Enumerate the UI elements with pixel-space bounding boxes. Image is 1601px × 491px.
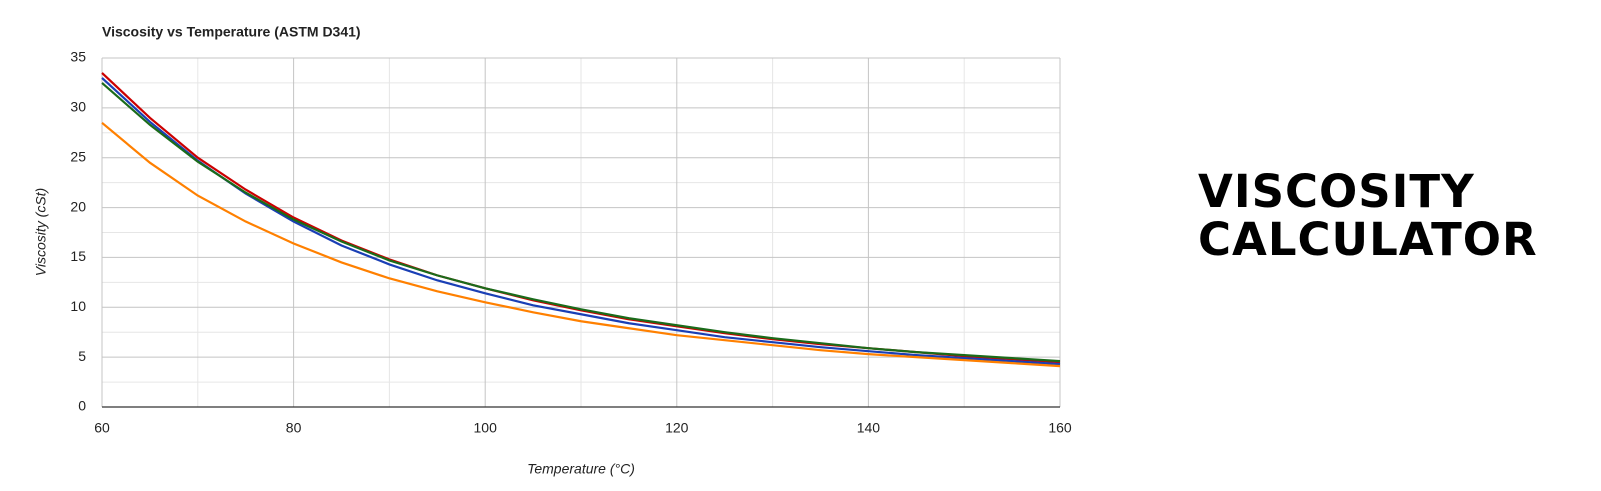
y-tick-label: 10 [70, 298, 86, 314]
x-tick-label: 120 [665, 420, 689, 436]
y-tick-label: 0 [78, 398, 86, 414]
chart-title: Viscosity vs Temperature (ASTM D341) [102, 24, 361, 40]
y-tick-label: 30 [70, 99, 86, 115]
y-tick-label: 15 [70, 248, 86, 264]
x-tick-label: 60 [94, 420, 110, 436]
x-tick-label: 140 [857, 420, 881, 436]
x-axis-title: Temperature (°C) [527, 461, 635, 477]
x-tick-label: 100 [474, 420, 498, 436]
series-line [101, 82, 1061, 363]
side-title: VISCOSITY CALCULATOR [1198, 165, 1538, 266]
y-axis-title: Viscosity (cSt) [33, 188, 49, 276]
x-tick-label: 160 [1048, 420, 1072, 436]
y-tick-label: 35 [70, 49, 86, 65]
y-tick-label: 20 [70, 198, 86, 214]
series-line [101, 121, 1061, 368]
y-tick-label: 25 [70, 148, 86, 164]
y-tick-label: 5 [78, 348, 86, 364]
x-tick-label: 80 [286, 420, 302, 436]
series-line [101, 77, 1061, 366]
